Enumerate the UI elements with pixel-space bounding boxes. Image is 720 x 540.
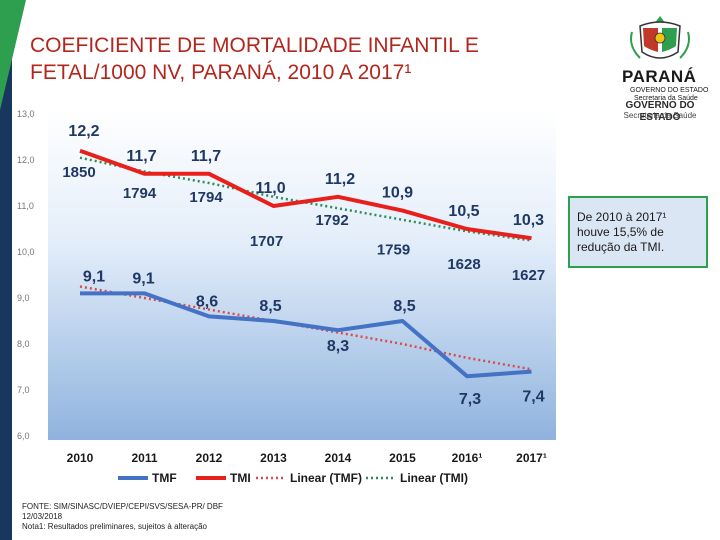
tmi-value-label: 11,7 bbox=[191, 148, 221, 165]
left-accent-wedge bbox=[0, 0, 26, 110]
left-accent-bar bbox=[0, 0, 12, 540]
y-tick-label: 13,0 bbox=[17, 109, 35, 119]
tmf-value-label: 8,5 bbox=[393, 298, 415, 315]
footer-source: FONTE: SIM/SINASC/DVIEP/CEPI/SVS/SESA-PR… bbox=[22, 502, 223, 511]
page-title: COEFICIENTE DE MORTALIDADE INFANTIL E FE… bbox=[30, 32, 590, 86]
series-line-tmf bbox=[80, 291, 532, 379]
tmf-value-label: 8,5 bbox=[259, 298, 281, 315]
title-line-2: FETAL/1000 NV, PARANÁ, 2010 A 2017¹ bbox=[30, 61, 412, 84]
deaths-count-label: 1707 bbox=[250, 233, 283, 250]
tmi-value-label: 11,0 bbox=[255, 180, 285, 197]
y-tick-label: 9,0 bbox=[17, 293, 30, 303]
y-tick-label: 12,0 bbox=[17, 155, 35, 165]
x-tick-label: 2010 bbox=[67, 451, 94, 465]
x-tick-label: 2016¹ bbox=[452, 451, 483, 465]
tmf-value-label: 7,4 bbox=[522, 389, 544, 406]
series-lines bbox=[79, 148, 532, 379]
coat-of-arms-icon bbox=[630, 16, 690, 59]
deaths-count-label: 1627 bbox=[512, 267, 545, 284]
x-tick-label: 2013 bbox=[260, 451, 287, 465]
title-line-1: COEFICIENTE DE MORTALIDADE INFANTIL E bbox=[30, 34, 479, 57]
legend-label: Linear (TMF) bbox=[290, 471, 362, 485]
legend-label: TMF bbox=[152, 471, 177, 485]
y-tick-label: 8,0 bbox=[17, 339, 30, 349]
tmi-value-label: 11,7 bbox=[126, 148, 156, 165]
y-tick-label: 10,0 bbox=[17, 247, 35, 257]
tmf-value-label: 7,3 bbox=[459, 391, 481, 408]
x-axis: 2010 2011 2012 2013 2014 2015 2016¹ 2017¹ bbox=[67, 451, 547, 465]
deaths-count-label: 1794 bbox=[189, 189, 223, 206]
x-tick-label: 2012 bbox=[196, 451, 223, 465]
chart-footer: FONTE: SIM/SINASC/DVIEP/CEPI/SVS/SESA-PR… bbox=[22, 502, 342, 532]
tmi-value-label: 10,3 bbox=[513, 212, 544, 229]
logo-subtitle-2: GOVERNO DO ESTADO bbox=[625, 100, 695, 123]
deaths-count-label: 1850 bbox=[62, 164, 95, 181]
logo-department: Secretaria da Saúde bbox=[634, 95, 698, 102]
deaths-count-label: 1794 bbox=[123, 185, 157, 202]
tmi-value-label: 11,2 bbox=[325, 171, 355, 188]
y-tick-label: 6,0 bbox=[17, 431, 30, 441]
y-tick-label: 11,0 bbox=[17, 201, 34, 211]
deaths-count-label: 1628 bbox=[447, 256, 480, 273]
x-tick-label: 2015 bbox=[389, 451, 416, 465]
y-tick-label: 7,0 bbox=[17, 385, 30, 395]
government-logo: PARANÁ GOVERNO DO ESTADO Secretaria da S… bbox=[610, 12, 710, 132]
trend-line-tmf bbox=[79, 285, 532, 371]
x-tick-label: 2017¹ bbox=[516, 451, 547, 465]
reduction-note: De 2010 à 2017¹ houve 15,5% de redução d… bbox=[568, 196, 708, 268]
chart-legend: TMF TMI Linear (TMF) Linear (TMI) bbox=[118, 471, 468, 485]
tmi-value-label: 10,5 bbox=[448, 203, 479, 220]
logo-department-2: Secretaria da Saúde bbox=[623, 111, 697, 120]
tmi-value-label: 10,9 bbox=[382, 185, 413, 202]
y-axis: 6,0 7,0 8,0 9,0 10,0 11,0 12,0 13,0 bbox=[17, 109, 35, 441]
logo-state-name: PARANÁ bbox=[622, 67, 697, 86]
data-labels: 12,2 11,7 11,7 11,0 11,2 10,9 10,5 10,3 1850 1794… bbox=[62, 123, 545, 408]
plot-area bbox=[48, 108, 556, 440]
deaths-count-label: 1792 bbox=[315, 212, 348, 229]
legend-label: TMI bbox=[230, 471, 251, 485]
logo-subtitle: GOVERNO DO ESTADO bbox=[630, 87, 709, 94]
x-tick-label: 2014 bbox=[325, 451, 352, 465]
deaths-count-label: 1759 bbox=[377, 242, 410, 259]
tmi-value-label: 12,2 bbox=[68, 123, 99, 140]
footer-note: Nota1: Resultados preliminares, sujeitos… bbox=[22, 522, 207, 531]
footer-date: 12/03/2018 bbox=[22, 512, 63, 521]
tmf-value-label: 8,3 bbox=[327, 338, 349, 355]
series-line-tmi bbox=[79, 148, 532, 241]
x-tick-label: 2011 bbox=[131, 451, 157, 465]
tmf-value-label: 9,1 bbox=[132, 270, 154, 287]
tmf-value-label: 9,1 bbox=[83, 268, 105, 285]
legend-label: Linear (TMI) bbox=[400, 471, 468, 485]
tmf-value-label: 8,6 bbox=[196, 293, 218, 310]
